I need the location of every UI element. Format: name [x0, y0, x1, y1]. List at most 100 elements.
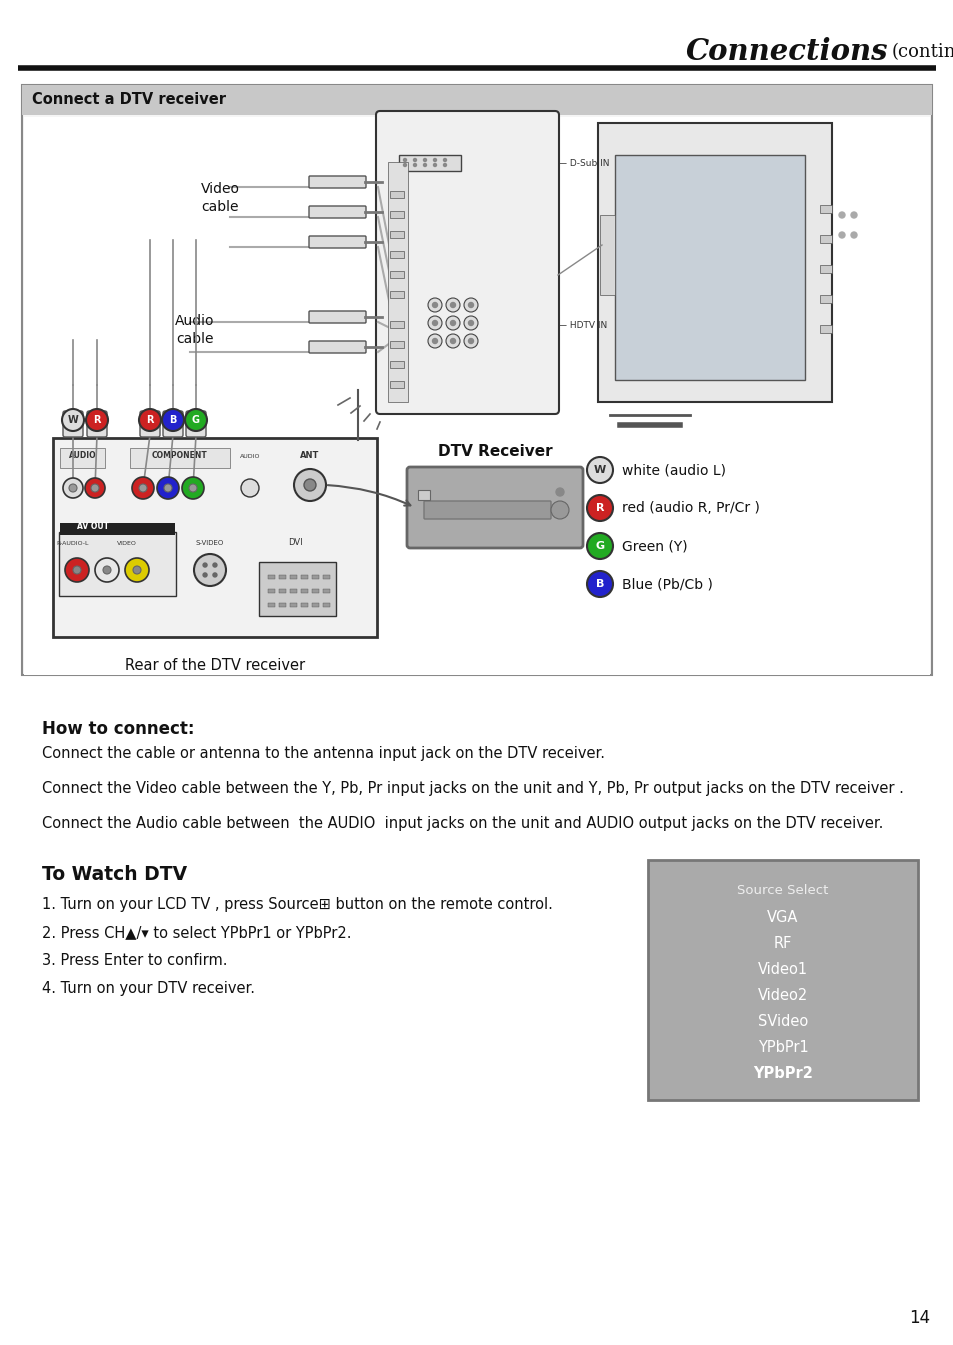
FancyBboxPatch shape: [309, 235, 366, 247]
Text: Connect a DTV receiver: Connect a DTV receiver: [32, 93, 226, 108]
Circle shape: [838, 213, 844, 218]
Circle shape: [433, 164, 436, 167]
Circle shape: [432, 339, 437, 343]
Circle shape: [423, 159, 426, 161]
FancyBboxPatch shape: [53, 438, 376, 638]
Text: YPbPr2: YPbPr2: [752, 1067, 812, 1081]
Bar: [312, 589, 318, 593]
Bar: [268, 576, 274, 578]
Bar: [323, 589, 330, 593]
Circle shape: [432, 320, 437, 325]
Circle shape: [62, 409, 84, 430]
Bar: [301, 576, 308, 578]
Circle shape: [428, 316, 441, 330]
FancyBboxPatch shape: [59, 533, 175, 596]
Text: 3. Press Enter to confirm.: 3. Press Enter to confirm.: [42, 954, 227, 968]
Text: AUDIO: AUDIO: [239, 455, 260, 459]
Bar: [390, 231, 403, 238]
Bar: [615, 155, 804, 381]
Circle shape: [463, 334, 477, 348]
Text: G: G: [192, 416, 200, 425]
Circle shape: [213, 564, 216, 568]
Text: (continued): (continued): [891, 43, 953, 61]
Text: R: R: [595, 503, 603, 512]
Text: VIDEO: VIDEO: [117, 541, 137, 546]
Circle shape: [85, 477, 105, 498]
Circle shape: [86, 409, 108, 430]
Text: How to connect:: How to connect:: [42, 720, 194, 738]
Text: To Watch DTV: To Watch DTV: [42, 865, 187, 884]
Text: Connect the cable or antenna to the antenna input jack on the DTV receiver.: Connect the cable or antenna to the ante…: [42, 746, 604, 761]
Circle shape: [403, 159, 406, 161]
Circle shape: [468, 303, 473, 308]
Circle shape: [403, 164, 406, 167]
Bar: [390, 211, 403, 218]
Text: B: B: [596, 578, 603, 589]
Bar: [323, 576, 330, 578]
Circle shape: [294, 469, 326, 500]
Bar: [130, 448, 230, 468]
Circle shape: [193, 554, 226, 586]
Text: Blue (Pb∕Cb ): Blue (Pb∕Cb ): [621, 577, 712, 590]
Circle shape: [132, 477, 153, 499]
FancyBboxPatch shape: [186, 412, 206, 437]
Circle shape: [428, 334, 441, 348]
Bar: [390, 342, 403, 348]
Bar: [390, 252, 403, 258]
Circle shape: [446, 316, 459, 330]
FancyBboxPatch shape: [375, 112, 558, 414]
FancyBboxPatch shape: [398, 155, 460, 171]
Text: R: R: [93, 416, 101, 425]
Bar: [278, 576, 286, 578]
Circle shape: [73, 566, 81, 574]
Bar: [290, 589, 296, 593]
Bar: [388, 161, 408, 402]
Bar: [390, 291, 403, 299]
Circle shape: [586, 495, 613, 521]
Bar: [390, 360, 403, 369]
Circle shape: [443, 159, 446, 161]
Bar: [323, 603, 330, 607]
Text: RF: RF: [773, 936, 791, 951]
Circle shape: [413, 164, 416, 167]
Circle shape: [468, 320, 473, 325]
FancyBboxPatch shape: [309, 342, 366, 352]
Circle shape: [91, 484, 99, 492]
Bar: [60, 523, 174, 535]
Text: 14: 14: [908, 1309, 929, 1328]
Bar: [390, 191, 403, 198]
FancyBboxPatch shape: [87, 412, 107, 437]
Text: W: W: [594, 465, 605, 475]
Text: AV OUT: AV OUT: [77, 522, 109, 531]
Text: 2. Press CH▲/▾ to select YPbPr1 or YPbPr2.: 2. Press CH▲/▾ to select YPbPr1 or YPbPr…: [42, 925, 351, 940]
Circle shape: [450, 320, 455, 325]
Circle shape: [182, 477, 204, 499]
Text: Video
cable: Video cable: [200, 183, 239, 214]
FancyBboxPatch shape: [647, 859, 917, 1100]
Bar: [290, 603, 296, 607]
Text: 1. Turn on your LCD TV , press Source⊞ button on the remote control.: 1. Turn on your LCD TV , press Source⊞ b…: [42, 897, 553, 912]
Text: white (audio L): white (audio L): [621, 463, 725, 477]
Bar: [312, 576, 318, 578]
Circle shape: [69, 484, 77, 492]
Text: COMPONENT: COMPONENT: [152, 451, 208, 460]
Bar: [278, 589, 286, 593]
Circle shape: [850, 231, 856, 238]
FancyBboxPatch shape: [309, 176, 366, 188]
Circle shape: [203, 564, 207, 568]
FancyBboxPatch shape: [423, 500, 551, 519]
Circle shape: [241, 479, 258, 498]
Circle shape: [850, 213, 856, 218]
Circle shape: [551, 500, 568, 519]
Bar: [390, 381, 403, 387]
Bar: [820, 265, 831, 273]
Text: AUDIO: AUDIO: [70, 451, 96, 460]
Text: Video1: Video1: [757, 963, 807, 978]
Bar: [60, 448, 105, 468]
Bar: [301, 603, 308, 607]
Text: Connections: Connections: [685, 38, 887, 66]
Circle shape: [586, 533, 613, 560]
Bar: [820, 204, 831, 213]
Text: Green (Y): Green (Y): [621, 539, 687, 553]
Circle shape: [446, 299, 459, 312]
